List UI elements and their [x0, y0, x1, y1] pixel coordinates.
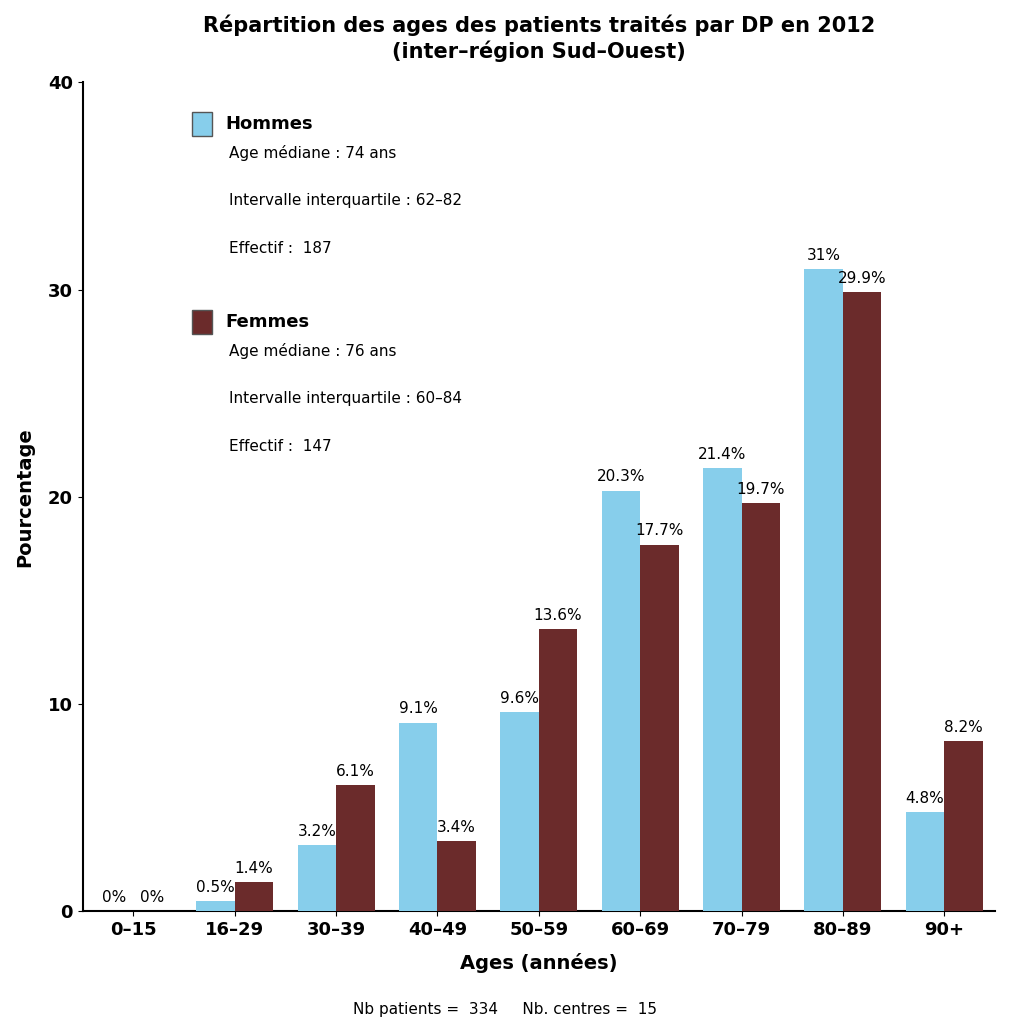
- Bar: [538, 630, 578, 912]
- Text: 20.3%: 20.3%: [597, 469, 645, 485]
- Text: Intervalle interquartile : 62–82: Intervalle interquartile : 62–82: [228, 192, 462, 208]
- Text: 0%: 0%: [140, 890, 165, 906]
- Text: Effectif :  147: Effectif : 147: [228, 438, 331, 454]
- Title: Répartition des ages des patients traités par DP en 2012
(inter–région Sud–Ouest: Répartition des ages des patients traité…: [203, 15, 875, 62]
- Text: 9.1%: 9.1%: [399, 702, 437, 716]
- Bar: [298, 845, 336, 912]
- Bar: [640, 544, 679, 912]
- Text: 9.6%: 9.6%: [500, 691, 539, 706]
- Text: 13.6%: 13.6%: [533, 608, 583, 624]
- Text: Nb patients =  334     Nb. centres =  15: Nb patients = 334 Nb. centres = 15: [354, 1001, 656, 1017]
- Bar: [399, 722, 437, 912]
- Bar: [192, 111, 212, 137]
- Bar: [602, 491, 640, 912]
- Text: 29.9%: 29.9%: [838, 271, 887, 285]
- Text: 1.4%: 1.4%: [234, 861, 274, 876]
- Bar: [703, 468, 741, 912]
- Bar: [437, 841, 476, 912]
- Text: Age médiane : 74 ans: Age médiane : 74 ans: [228, 145, 396, 161]
- Text: Effectif :  187: Effectif : 187: [228, 241, 331, 256]
- Text: 21.4%: 21.4%: [698, 447, 746, 462]
- Text: 3.2%: 3.2%: [297, 824, 336, 839]
- Text: 0%: 0%: [102, 890, 126, 906]
- Y-axis label: Pourcentage: Pourcentage: [15, 427, 34, 567]
- Bar: [234, 882, 273, 912]
- Bar: [906, 812, 944, 912]
- Bar: [741, 503, 780, 912]
- Text: Age médiane : 76 ans: Age médiane : 76 ans: [228, 343, 396, 359]
- Text: 6.1%: 6.1%: [336, 764, 375, 779]
- Bar: [804, 269, 843, 912]
- Text: 17.7%: 17.7%: [635, 524, 684, 538]
- Text: 19.7%: 19.7%: [736, 482, 785, 497]
- Text: 4.8%: 4.8%: [906, 790, 944, 806]
- Text: Intervalle interquartile : 60–84: Intervalle interquartile : 60–84: [228, 391, 462, 405]
- X-axis label: Ages (années): Ages (années): [461, 953, 617, 972]
- Bar: [500, 712, 538, 912]
- Text: Hommes: Hommes: [226, 115, 313, 133]
- Bar: [192, 310, 212, 334]
- Text: 0.5%: 0.5%: [196, 880, 234, 894]
- Text: 8.2%: 8.2%: [944, 720, 983, 735]
- Bar: [944, 741, 983, 912]
- Text: 31%: 31%: [807, 248, 840, 262]
- Text: 3.4%: 3.4%: [437, 819, 476, 835]
- Text: Femmes: Femmes: [226, 313, 310, 331]
- Bar: [843, 292, 882, 912]
- Bar: [336, 785, 375, 912]
- Bar: [196, 900, 234, 912]
